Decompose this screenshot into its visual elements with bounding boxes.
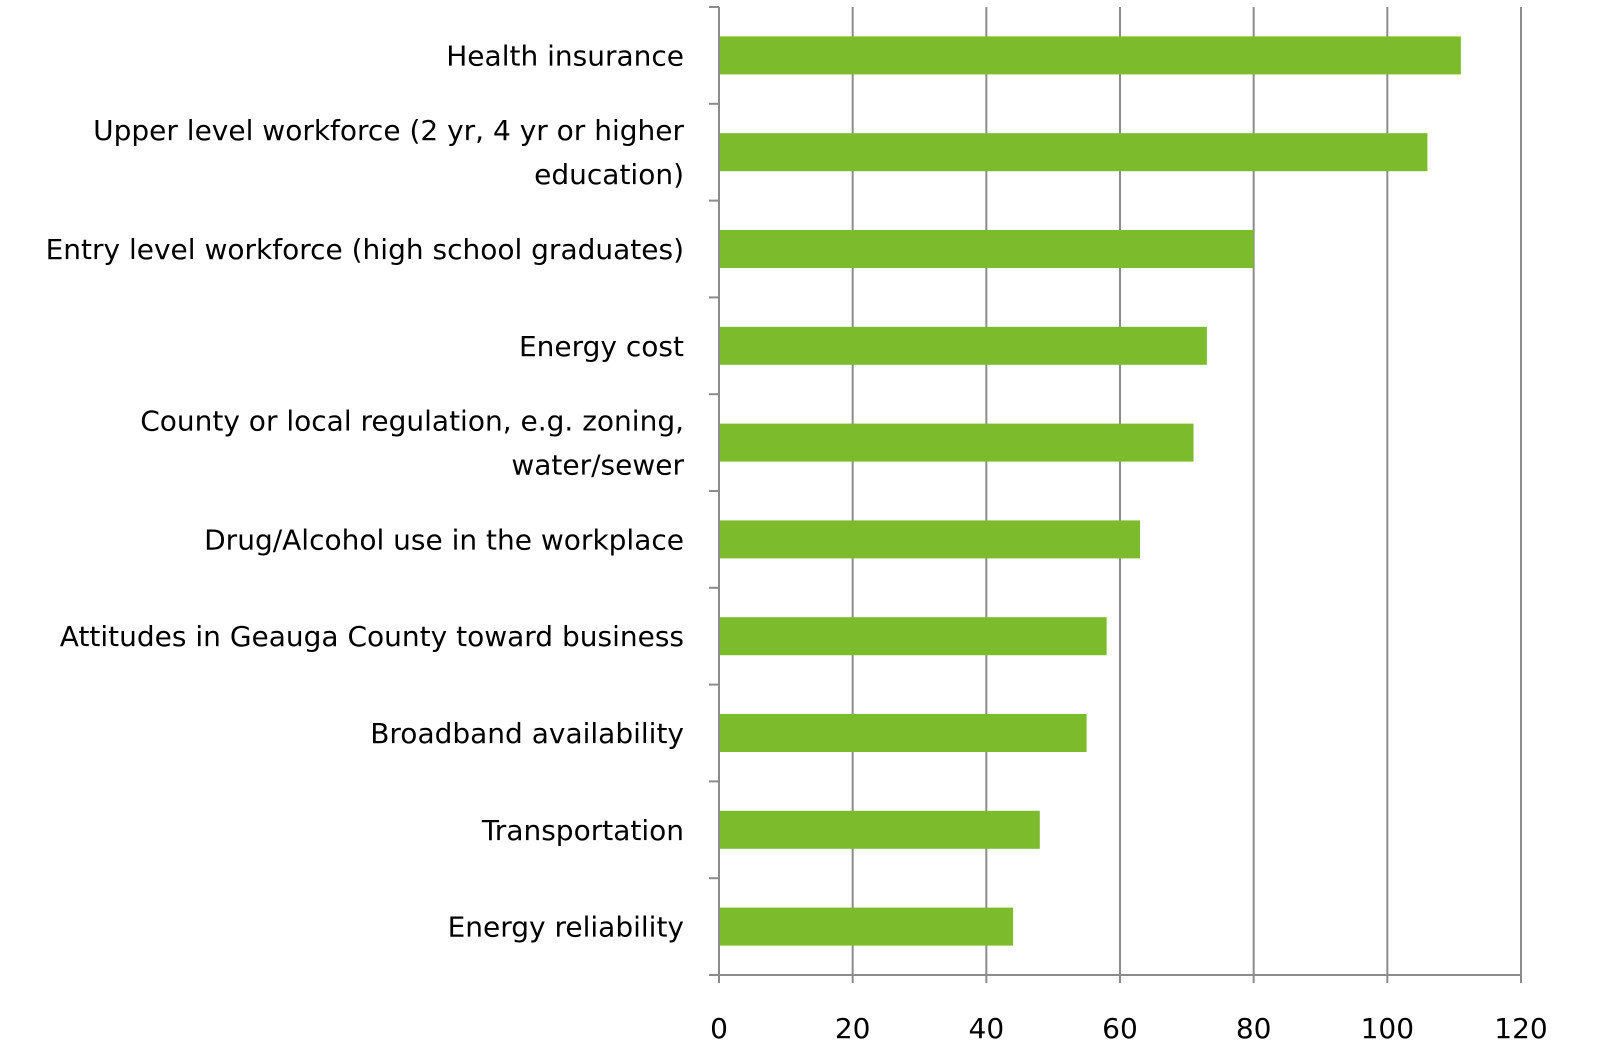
category-label-2: Upper level workforce (2 yr, 4 yr or hig…	[93, 114, 684, 191]
category-label-line: County or local regulation, e.g. zoning,	[140, 405, 684, 438]
bar-5	[719, 423, 1194, 462]
bar-7	[719, 617, 1107, 656]
x-tick-label-100: 100	[1361, 1012, 1414, 1045]
bar-2	[719, 133, 1428, 172]
x-tick-label-0: 0	[710, 1012, 728, 1045]
x-tick-label-60: 60	[1102, 1012, 1138, 1045]
category-label-line: Attitudes in Geauga County toward busine…	[60, 620, 684, 653]
category-label-7: Attitudes in Geauga County toward busine…	[60, 620, 684, 653]
category-label-8: Broadband availability	[370, 717, 684, 750]
x-tick-label-120: 120	[1494, 1012, 1547, 1045]
bar-3	[719, 230, 1254, 268]
bar-4	[719, 326, 1207, 365]
category-label-line: Transportation	[481, 814, 684, 847]
bar-8	[719, 714, 1087, 752]
category-label-6: Drug/Alcohol use in the workplace	[204, 523, 684, 556]
x-tick-label-80: 80	[1236, 1012, 1272, 1045]
category-label-line: Entry level workforce (high school gradu…	[46, 233, 684, 266]
bar-6	[719, 520, 1141, 559]
bar-1	[719, 36, 1461, 75]
category-label-4: Energy cost	[519, 330, 684, 363]
x-tick-label-20: 20	[835, 1012, 871, 1045]
x-tick-label-40: 40	[969, 1012, 1005, 1045]
label-layer: 0 20 40 60 80 100 120 Health insurance Upper le…	[46, 39, 1548, 1045]
category-label-line: Energy cost	[519, 330, 684, 363]
category-label-line: Energy reliability	[448, 911, 684, 944]
bar-9	[719, 810, 1040, 849]
category-label-line: education)	[534, 158, 684, 191]
category-label-line: Drug/Alcohol use in the workplace	[204, 523, 684, 556]
bar-layer	[719, 36, 1461, 946]
axis-layer	[709, 6, 1522, 983]
bar-10	[719, 907, 1014, 946]
category-label-9: Transportation	[481, 814, 684, 847]
category-label-1: Health insurance	[446, 39, 684, 72]
category-label-3: Entry level workforce (high school gradu…	[46, 233, 684, 266]
category-label-line: Broadband availability	[370, 717, 684, 750]
category-label-line: Health insurance	[446, 39, 684, 72]
category-label-10: Energy reliability	[448, 911, 684, 944]
category-label-line: Upper level workforce (2 yr, 4 yr or hig…	[93, 114, 684, 147]
category-label-line: water/sewer	[511, 449, 684, 482]
category-label-5: County or local regulation, e.g. zoning,…	[140, 405, 684, 482]
